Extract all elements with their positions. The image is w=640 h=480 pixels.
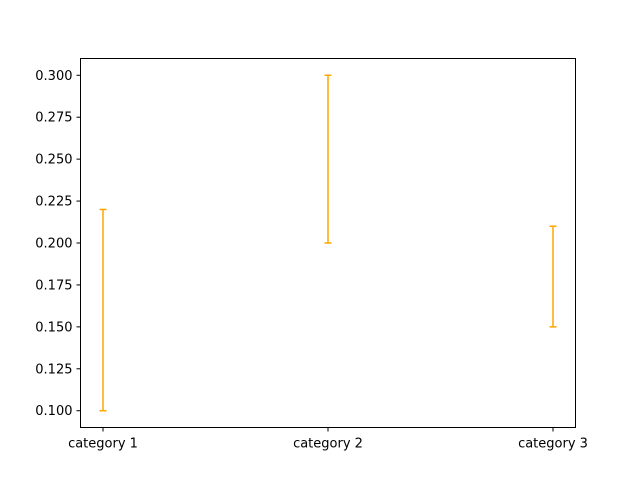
y-tick-label: 0.225 xyxy=(35,195,72,210)
y-tick-label: 0.250 xyxy=(35,153,72,168)
y-axis: 0.100 0.125 0.150 0.175 0.200 0.225 0.250 0.275… xyxy=(35,69,81,419)
y-tick-label: 0.300 xyxy=(35,69,72,84)
axes-frame xyxy=(80,58,576,428)
x-tick-label: category 1 xyxy=(68,437,138,452)
y-tick-label: 0.100 xyxy=(35,404,72,419)
error-bar xyxy=(99,208,107,412)
error-bar xyxy=(324,74,332,244)
y-tick-label: 0.125 xyxy=(35,362,72,377)
error-bar xyxy=(549,225,557,328)
y-tick-label: 0.275 xyxy=(35,111,72,126)
x-axis: category 1 category 2 category 3 xyxy=(68,427,588,452)
plot-area xyxy=(99,74,557,412)
y-tick-label: 0.200 xyxy=(35,237,72,252)
y-tick-label: 0.175 xyxy=(35,278,72,293)
x-tick-label: category 2 xyxy=(293,437,363,452)
y-tick-label: 0.150 xyxy=(35,320,72,335)
x-tick-label: category 3 xyxy=(518,437,588,452)
